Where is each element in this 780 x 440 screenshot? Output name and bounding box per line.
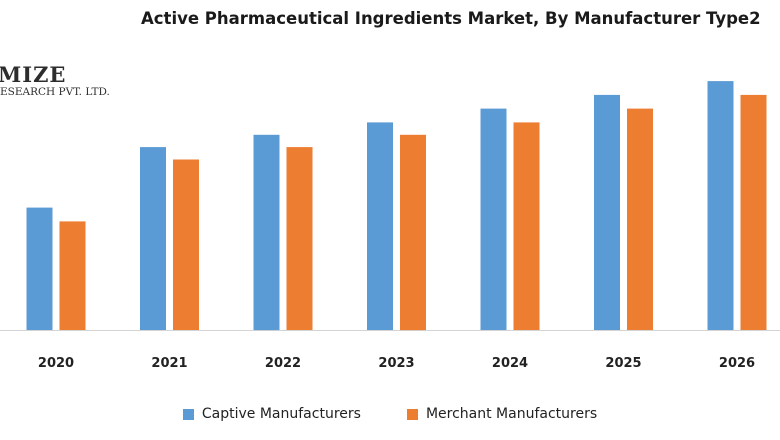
- legend-item-merchant: Merchant Manufacturers: [406, 406, 598, 422]
- bar-captive-2026: [707, 81, 734, 330]
- legend-swatch: [406, 408, 418, 420]
- bar-merchant-2021: [173, 159, 199, 330]
- x-tick-label-2021: 2021: [151, 356, 187, 371]
- legend-swatch: [182, 408, 194, 420]
- bar-merchant-2024: [513, 122, 540, 331]
- legend-label: Merchant Manufacturers: [425, 406, 598, 422]
- bar-merchant-2026: [740, 94, 767, 331]
- bar-merchant-2020: [59, 221, 86, 330]
- legend-label: Captive Manufacturers: [201, 406, 361, 422]
- watermark-line-1: MIZE: [0, 62, 67, 87]
- bar-merchant-2022: [286, 147, 313, 330]
- bar-merchant-2025: [627, 108, 653, 330]
- x-tick-label-2025: 2025: [605, 356, 641, 371]
- x-tick-label-2023: 2023: [378, 356, 414, 371]
- watermark-line-2: ESEARCH PVT. LTD.: [0, 86, 110, 98]
- chart-title: Active Pharmaceutical Ingredients Market…: [141, 9, 761, 28]
- x-tick-label-2022: 2022: [265, 356, 301, 371]
- publisher-watermark-logo: MIZE ESEARCH PVT. LTD.: [0, 64, 110, 98]
- bar-captive-2022: [253, 134, 280, 331]
- x-tick-label-2020: 2020: [38, 356, 74, 371]
- legend-item-captive: Captive Manufacturers: [182, 406, 361, 422]
- bar-captive-2025: [594, 94, 620, 331]
- x-tick-label-2024: 2024: [492, 356, 528, 371]
- x-tick-label-2026: 2026: [719, 356, 755, 371]
- bars-group: [26, 81, 767, 331]
- x-tick-labels: 2020 2021 2022 2023 2024 2025 2026: [38, 356, 755, 371]
- bar-captive-2021: [140, 147, 166, 330]
- bar-merchant-2023: [400, 134, 426, 331]
- bar-captive-2020: [26, 207, 53, 330]
- bar-captive-2024: [480, 108, 507, 330]
- bar-captive-2023: [367, 122, 393, 331]
- legend: Captive Manufacturers Merchant Manufactur…: [0, 406, 780, 422]
